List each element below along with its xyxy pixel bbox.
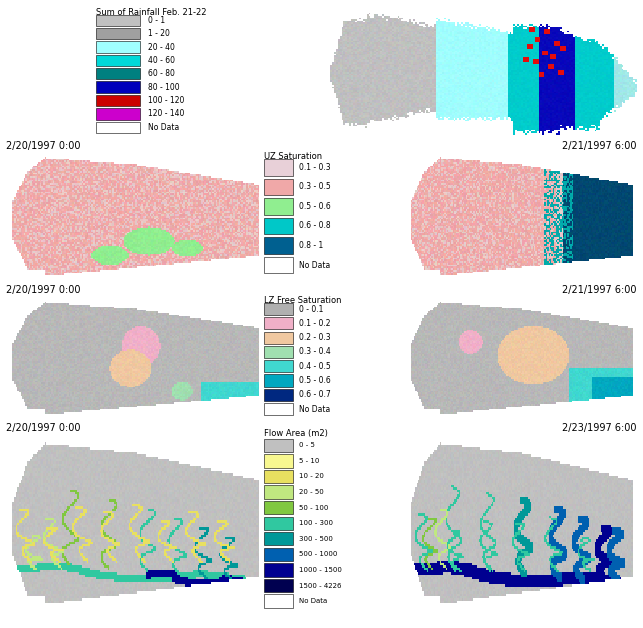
Text: 500 - 1000: 500 - 1000 bbox=[299, 551, 337, 558]
Bar bbox=[264, 303, 293, 315]
Text: 0.5 - 0.6: 0.5 - 0.6 bbox=[299, 376, 331, 385]
Text: LZ Free Saturation: LZ Free Saturation bbox=[264, 296, 341, 305]
Bar bbox=[96, 41, 140, 53]
Text: No Data: No Data bbox=[299, 261, 330, 269]
Text: 0.6 - 0.8: 0.6 - 0.8 bbox=[299, 222, 331, 230]
Bar bbox=[264, 563, 293, 577]
Text: 20 - 50: 20 - 50 bbox=[299, 489, 323, 495]
Bar bbox=[96, 122, 140, 133]
Bar bbox=[264, 501, 293, 514]
Bar bbox=[96, 108, 140, 119]
Text: No Data: No Data bbox=[299, 404, 330, 414]
Bar bbox=[264, 178, 293, 195]
Text: 60 - 80: 60 - 80 bbox=[149, 69, 175, 78]
Text: 0.6 - 0.7: 0.6 - 0.7 bbox=[299, 390, 331, 399]
Text: 1500 - 4226: 1500 - 4226 bbox=[299, 583, 341, 588]
Text: 0.1 - 0.3: 0.1 - 0.3 bbox=[299, 163, 331, 172]
Text: 0.3 - 0.4: 0.3 - 0.4 bbox=[299, 347, 331, 357]
Bar bbox=[264, 374, 293, 387]
Bar bbox=[264, 198, 293, 215]
Bar bbox=[264, 517, 293, 530]
Text: Flow Area (m2): Flow Area (m2) bbox=[264, 429, 327, 438]
Bar bbox=[264, 346, 293, 358]
Bar bbox=[96, 95, 140, 106]
Text: 2/20/1997 0:00: 2/20/1997 0:00 bbox=[6, 285, 81, 295]
Text: 0.2 - 0.3: 0.2 - 0.3 bbox=[299, 333, 331, 342]
Bar bbox=[264, 389, 293, 401]
Text: 5 - 10: 5 - 10 bbox=[299, 458, 319, 464]
Bar bbox=[264, 595, 293, 608]
Bar bbox=[264, 317, 293, 330]
Text: 2/21/1997 6:00: 2/21/1997 6:00 bbox=[562, 141, 637, 151]
Bar bbox=[264, 218, 293, 234]
Bar bbox=[264, 470, 293, 483]
Bar bbox=[264, 548, 293, 561]
Bar bbox=[96, 28, 140, 40]
Text: 1 - 20: 1 - 20 bbox=[149, 29, 170, 38]
Text: 1000 - 1500: 1000 - 1500 bbox=[299, 567, 341, 573]
Text: 2/20/1997 0:00: 2/20/1997 0:00 bbox=[6, 423, 81, 433]
Text: 10 - 20: 10 - 20 bbox=[299, 474, 323, 480]
Bar bbox=[264, 403, 293, 415]
Text: 20 - 40: 20 - 40 bbox=[149, 43, 175, 51]
Text: 120 - 140: 120 - 140 bbox=[149, 109, 185, 119]
Bar bbox=[264, 257, 293, 273]
Text: 100 - 120: 100 - 120 bbox=[149, 96, 185, 105]
Text: 80 - 100: 80 - 100 bbox=[149, 83, 180, 92]
Bar bbox=[264, 485, 293, 499]
Bar bbox=[264, 237, 293, 254]
Bar bbox=[96, 68, 140, 80]
Text: 0 - 0.1: 0 - 0.1 bbox=[299, 305, 323, 313]
Text: 0 - 1: 0 - 1 bbox=[149, 16, 165, 24]
Text: 40 - 60: 40 - 60 bbox=[149, 56, 176, 65]
Text: 300 - 500: 300 - 500 bbox=[299, 536, 332, 542]
Text: 50 - 100: 50 - 100 bbox=[299, 505, 328, 511]
Text: UZ Saturation: UZ Saturation bbox=[264, 152, 322, 161]
Bar bbox=[264, 159, 293, 176]
Text: 0.8 - 1: 0.8 - 1 bbox=[299, 241, 323, 250]
Text: 0.4 - 0.5: 0.4 - 0.5 bbox=[299, 362, 331, 371]
Text: 0.3 - 0.5: 0.3 - 0.5 bbox=[299, 182, 331, 192]
Bar bbox=[264, 532, 293, 545]
Bar bbox=[264, 332, 293, 344]
Bar bbox=[264, 579, 293, 592]
Text: 0.1 - 0.2: 0.1 - 0.2 bbox=[299, 319, 331, 328]
Bar bbox=[96, 55, 140, 66]
Text: 0 - 5: 0 - 5 bbox=[299, 442, 314, 448]
Text: 2/23/1997 6:00: 2/23/1997 6:00 bbox=[562, 423, 637, 433]
Bar bbox=[264, 439, 293, 452]
Text: Sum of Rainfall Feb. 21-22: Sum of Rainfall Feb. 21-22 bbox=[96, 8, 207, 17]
Bar bbox=[96, 14, 140, 26]
Bar bbox=[264, 360, 293, 372]
Text: 100 - 300: 100 - 300 bbox=[299, 520, 332, 526]
Text: No Data: No Data bbox=[299, 598, 327, 604]
Bar bbox=[264, 454, 293, 467]
Text: 0.5 - 0.6: 0.5 - 0.6 bbox=[299, 202, 331, 211]
Bar bbox=[96, 82, 140, 93]
Text: No Data: No Data bbox=[149, 123, 179, 132]
Text: 2/20/1997 0:00: 2/20/1997 0:00 bbox=[6, 141, 81, 151]
Text: 2/21/1997 6:00: 2/21/1997 6:00 bbox=[562, 285, 637, 295]
